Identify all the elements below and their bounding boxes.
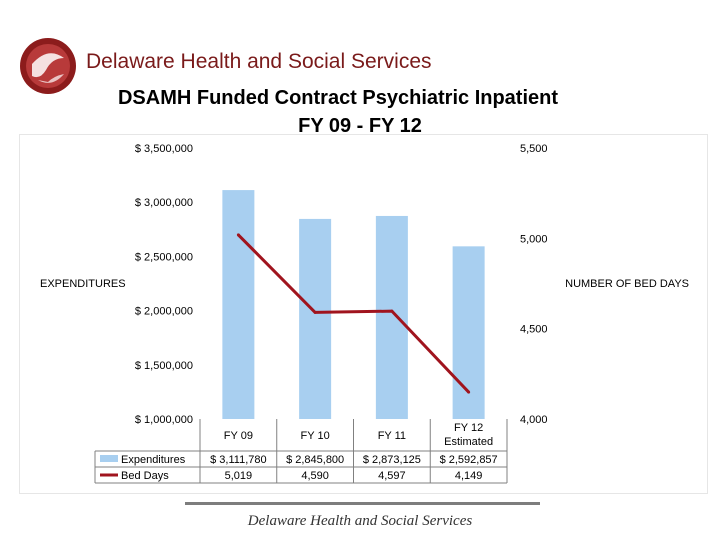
chart-title: DSAMH Funded Contract Psychiatric Inpati… [117, 87, 559, 109]
dhss-logo [20, 38, 76, 94]
y2-tick-label: 4,500 [520, 324, 548, 336]
bar [375, 215, 408, 419]
x-tick-label: FY 10 [301, 430, 330, 442]
legend-label-bed-days: Bed Days [121, 470, 169, 482]
footer-text: Delaware Health and Social Services [247, 513, 473, 529]
data-label-expenditures: $ 2,592,857 [440, 454, 498, 466]
data-label-expenditures: $ 3,111,780 [210, 454, 266, 466]
chart-panel: $ 1,000,000 $ 1,500,000 $ 2,000,000 $ 2,500… [20, 135, 707, 493]
y-tick-label: $ 1,500,000 [135, 360, 193, 372]
y2-tick-label: 4,000 [520, 414, 548, 426]
y-axis-label: EXPENDITURES [40, 278, 126, 290]
x-tick-label: FY 11 [378, 430, 406, 442]
y-tick-label: $ 3,000,000 [135, 197, 193, 209]
y2-tick-label: 5,000 [520, 233, 548, 245]
data-label-expenditures: $ 2,845,800 [286, 454, 344, 466]
y2-tick-label: 5,500 [520, 143, 548, 155]
bar [222, 190, 255, 419]
bed-days-point [313, 310, 317, 314]
bed-days-point [390, 309, 394, 313]
bed-days-point [236, 233, 240, 237]
y-tick-label: $ 1,000,000 [135, 414, 193, 426]
legend-key-expenditures [100, 455, 118, 462]
x-tick-label: Estimated [444, 436, 493, 448]
y-tick-label: $ 2,500,000 [135, 251, 193, 263]
bed-days-line [237, 233, 470, 394]
legend-label-expenditures: Expenditures [121, 454, 186, 466]
x-tick-label: FY 12 [454, 422, 483, 434]
organization-name: Delaware Health and Social Services [86, 50, 432, 73]
x-tick-label: FY 09 [224, 430, 253, 442]
combo-chart: $ 1,000,000 $ 1,500,000 $ 2,000,000 $ 2,500… [40, 143, 689, 484]
data-label-bed-days: 4,590 [301, 470, 329, 482]
footer-divider [185, 502, 540, 505]
data-label-bed-days: 4,597 [378, 470, 406, 482]
data-label-bed-days: 5,019 [225, 470, 253, 482]
y2-axis-label: NUMBER OF BED DAYS [565, 278, 689, 290]
bed-days-point [467, 390, 471, 394]
bar [299, 218, 332, 419]
data-label-bed-days: 4,149 [455, 470, 483, 482]
y-tick-label: $ 2,000,000 [135, 306, 193, 318]
data-label-expenditures: $ 2,873,125 [363, 454, 421, 466]
chart-subtitle: FY 09 - FY 12 [298, 115, 422, 137]
y-tick-label: $ 3,500,000 [135, 143, 193, 155]
